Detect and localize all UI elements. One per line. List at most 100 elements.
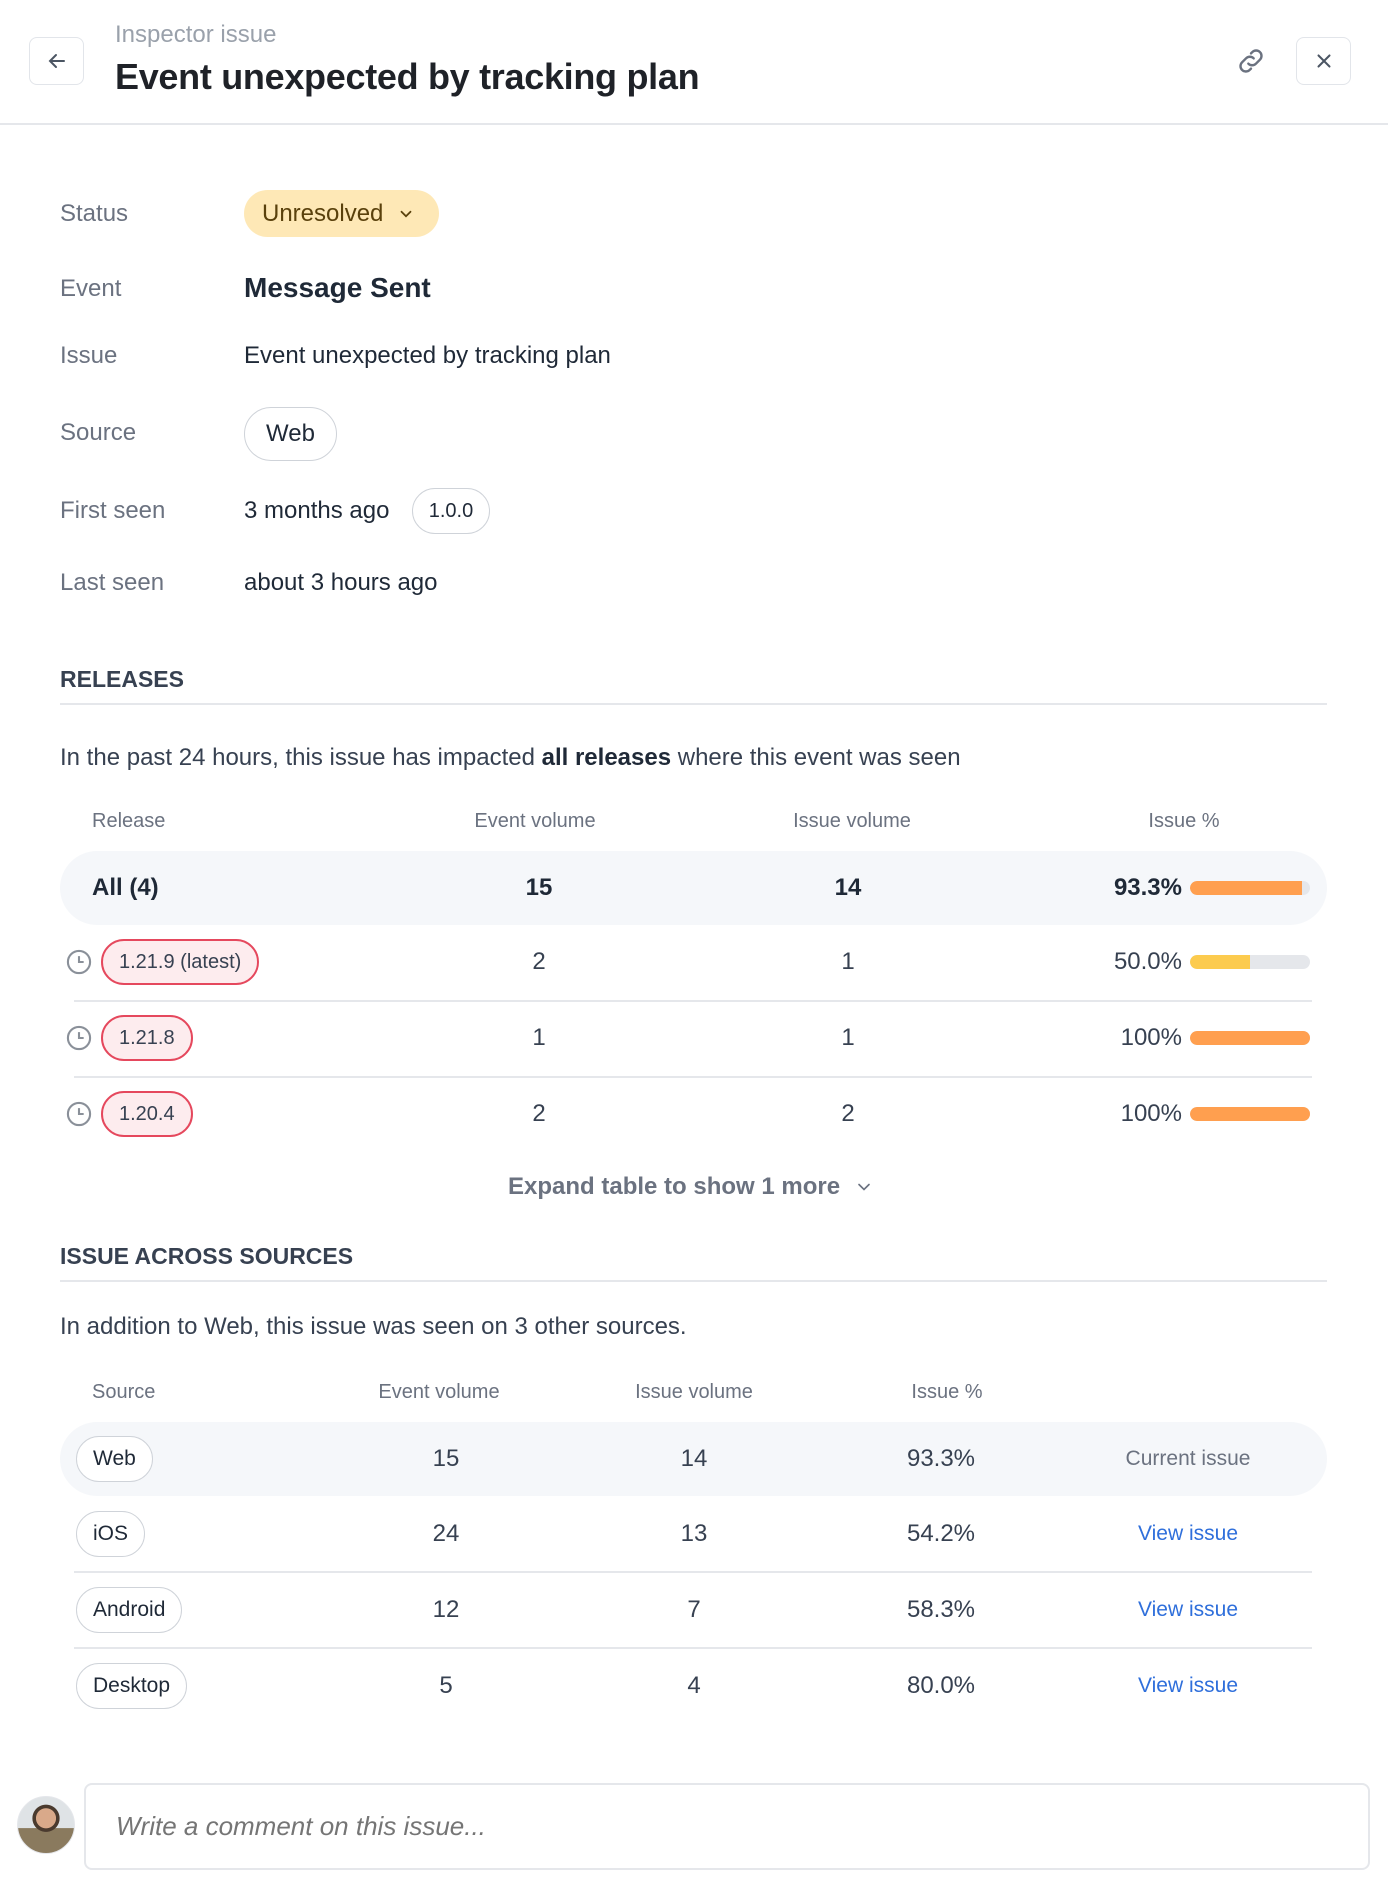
source-chip[interactable]: Android [76, 1587, 183, 1633]
clock-icon [66, 949, 92, 975]
release-version-badge[interactable]: 1.20.4 [101, 1091, 193, 1137]
source-chip[interactable]: Desktop [76, 1663, 188, 1709]
back-button[interactable] [29, 37, 84, 85]
table-row: Desktop 5 4 80.0% View issue [60, 1649, 1327, 1723]
expand-label: Expand table to show 1 more [508, 1173, 841, 1200]
view-issue-link[interactable]: View issue [1138, 1522, 1238, 1545]
issue-percent-bar [1190, 955, 1310, 969]
column-header: Issue % [1148, 810, 1220, 832]
issue-percent-bar-fill [1190, 1031, 1310, 1045]
event-volume: 12 [432, 1596, 460, 1623]
summary-text: where this event was seen [671, 744, 961, 771]
issue-percent-cell: 100% [1070, 1077, 1310, 1151]
source-cell: Android [76, 1573, 183, 1647]
issue-volume: 13 [680, 1520, 708, 1547]
status-value: Unresolved [262, 199, 384, 227]
release-row-all[interactable]: All (4) 15 14 93.3% [60, 851, 1327, 925]
column-header: Issue volume [635, 1381, 753, 1403]
sources-summary: In addition to Web, this issue was seen … [60, 1313, 687, 1340]
issue-percent-bar [1190, 881, 1310, 895]
column-header: Event volume [474, 810, 596, 832]
source-label: Source [60, 419, 137, 446]
comment-input[interactable] [84, 1783, 1370, 1870]
release-cell: 1.21.8 [65, 1001, 193, 1075]
release-cell: 1.20.4 [65, 1077, 193, 1151]
source-chip[interactable]: Web [244, 407, 337, 461]
issue-percent-bar-fill [1190, 1107, 1310, 1121]
issue-volume: 2 [841, 1100, 855, 1127]
header: Inspector issue Event unexpected by trac… [0, 0, 1388, 125]
page-title: Event unexpected by tracking plan [115, 56, 700, 97]
release-version-badge[interactable]: 1.21.8 [101, 1015, 193, 1061]
issue-percent: 54.2% [906, 1520, 976, 1547]
expand-table-button[interactable]: Expand table to show 1 more [508, 1173, 874, 1201]
issue-percent-bar [1190, 1107, 1310, 1121]
column-header: Source [92, 1381, 156, 1403]
issue-percent: 58.3% [906, 1596, 976, 1623]
event-label: Event [60, 275, 122, 302]
arrow-left-icon [48, 54, 65, 68]
source-cell: Web [76, 1422, 153, 1496]
row-divider [74, 1076, 1312, 1078]
issue-percent: 50.0% [1113, 948, 1182, 975]
issue-percent-bar-fill [1190, 881, 1302, 895]
avatar [17, 1796, 75, 1854]
table-row: Android 12 7 58.3% View issue [60, 1573, 1327, 1647]
issue-volume: 1 [841, 1024, 855, 1051]
close-icon [1316, 54, 1331, 68]
source-chip[interactable]: iOS [76, 1511, 146, 1557]
summary-text: In the past 24 hours, this issue has imp… [60, 744, 542, 771]
release-cell: 1.21.9 (latest) [65, 925, 260, 999]
release-version-badge[interactable]: 1.21.9 (latest) [101, 939, 260, 985]
event-volume: 5 [439, 1672, 453, 1699]
table-row[interactable]: 1.20.4 2 2 100% [60, 1077, 1327, 1151]
chevron-down-icon [858, 1183, 870, 1191]
issue-volume: 4 [687, 1672, 701, 1699]
issue-percent-bar [1190, 1031, 1310, 1045]
row-divider [74, 1571, 1312, 1573]
column-header: Issue volume [793, 810, 911, 832]
sources-heading: ISSUE ACROSS SOURCES [60, 1243, 1327, 1282]
issue-volume: 7 [687, 1596, 701, 1623]
event-volume: 15 [525, 874, 553, 901]
status-label: Status [60, 200, 129, 227]
issue-percent: 93.3% [906, 1445, 976, 1472]
issue-volume: 1 [841, 948, 855, 975]
clock-icon [66, 1025, 92, 1051]
issue-percent-cell: 100% [1070, 1001, 1310, 1075]
event-volume: 15 [432, 1445, 460, 1472]
table-row[interactable]: 1.21.8 1 1 100% [60, 1001, 1327, 1075]
close-button[interactable] [1296, 37, 1351, 85]
event-volume: 2 [532, 948, 546, 975]
copy-link-button[interactable] [1235, 45, 1267, 77]
clock-icon [66, 1101, 92, 1127]
link-icon [1239, 49, 1263, 73]
releases-heading: RELEASES [60, 666, 1327, 705]
first-seen-value: 3 months ago [244, 497, 390, 524]
table-row[interactable]: 1.21.9 (latest) 2 1 50.0% [60, 925, 1327, 999]
issue-volume: 14 [834, 874, 862, 901]
breadcrumb: Inspector issue [115, 21, 277, 48]
current-issue-label: Current issue [1125, 1447, 1251, 1470]
event-volume: 24 [432, 1520, 460, 1547]
release-label: All (4) [92, 874, 159, 901]
issue-percent: 100% [1120, 1024, 1182, 1051]
column-header: Event volume [378, 1381, 500, 1403]
column-header: Release [92, 810, 166, 832]
source-chip[interactable]: Web [76, 1436, 153, 1482]
source-cell: iOS [76, 1497, 146, 1571]
event-volume: 2 [532, 1100, 546, 1127]
row-divider [74, 1647, 1312, 1649]
chevron-down-icon [401, 210, 412, 218]
first-seen-version-badge: 1.0.0 [412, 488, 490, 534]
event-name: Message Sent [244, 272, 431, 303]
issue-value: Event unexpected by tracking plan [244, 342, 611, 369]
view-issue-link[interactable]: View issue [1138, 1674, 1238, 1697]
view-issue-link[interactable]: View issue [1138, 1598, 1238, 1621]
first-seen-label: First seen [60, 497, 166, 524]
row-divider [74, 1000, 1312, 1002]
table-row: iOS 24 13 54.2% View issue [60, 1497, 1327, 1571]
status-dropdown[interactable]: Unresolved [244, 190, 440, 237]
releases-summary: In the past 24 hours, this issue has imp… [60, 744, 961, 772]
source-cell: Desktop [76, 1649, 188, 1723]
